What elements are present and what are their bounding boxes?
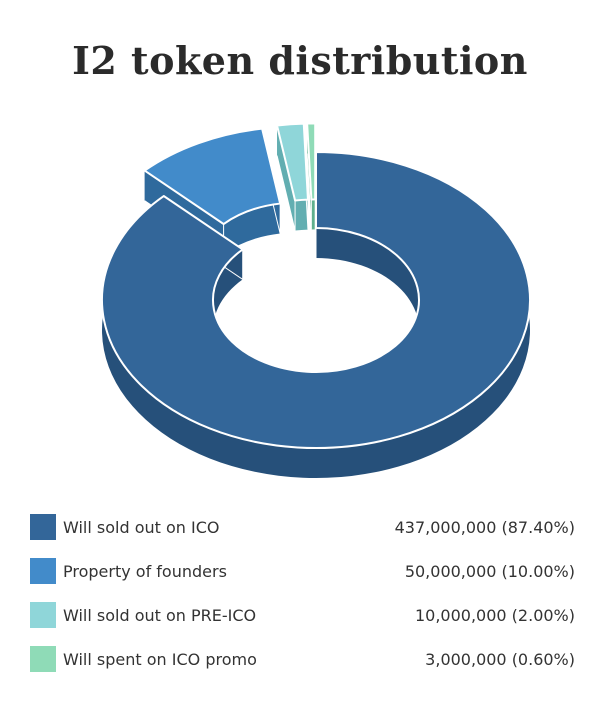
legend-item[interactable]: Property of founders 50,000,000 (10.00%)	[30, 549, 575, 593]
legend-value: 10,000,000 (2.00%)	[414, 605, 575, 625]
legend-label: Property of founders	[63, 561, 227, 581]
legend-item[interactable]: Will sold out on PRE-ICO 10,000,000 (2.0…	[30, 593, 575, 637]
chart-legend: Will sold out on ICO 437,000,000 (87.40%…	[30, 505, 575, 681]
slice-will-sold-out-on-ico[interactable]	[101, 151, 531, 449]
legend-swatch	[30, 646, 56, 672]
legend-item[interactable]: Will spent on ICO promo 3,000,000 (0.60%…	[30, 637, 575, 681]
donut-chart	[101, 122, 531, 478]
slice-will-sold-out-on-pre-ico[interactable]	[276, 122, 309, 202]
legend-swatch	[30, 514, 56, 540]
legend-swatch	[30, 602, 56, 628]
slice-inner-wall	[295, 199, 308, 231]
legend-item[interactable]: Will sold out on ICO 437,000,000 (87.40%…	[30, 505, 575, 549]
legend-label: Will spent on ICO promo	[63, 649, 257, 669]
slice-will-spent-on-ico-promo[interactable]	[306, 122, 317, 201]
legend-value: 3,000,000 (0.60%)	[425, 649, 575, 669]
legend-value: 437,000,000 (87.40%)	[394, 517, 575, 537]
donut-top-faces	[101, 122, 531, 449]
chart-title: I2 token distribution	[72, 38, 528, 83]
slice-inner-wall	[311, 199, 316, 230]
slice-property-of-founders[interactable]	[143, 127, 282, 226]
legend-value: 50,000,000 (10.00%)	[404, 561, 575, 581]
legend-label: Will sold out on ICO	[63, 517, 220, 537]
legend-label: Will sold out on PRE-ICO	[63, 605, 257, 625]
legend-swatch	[30, 558, 56, 584]
